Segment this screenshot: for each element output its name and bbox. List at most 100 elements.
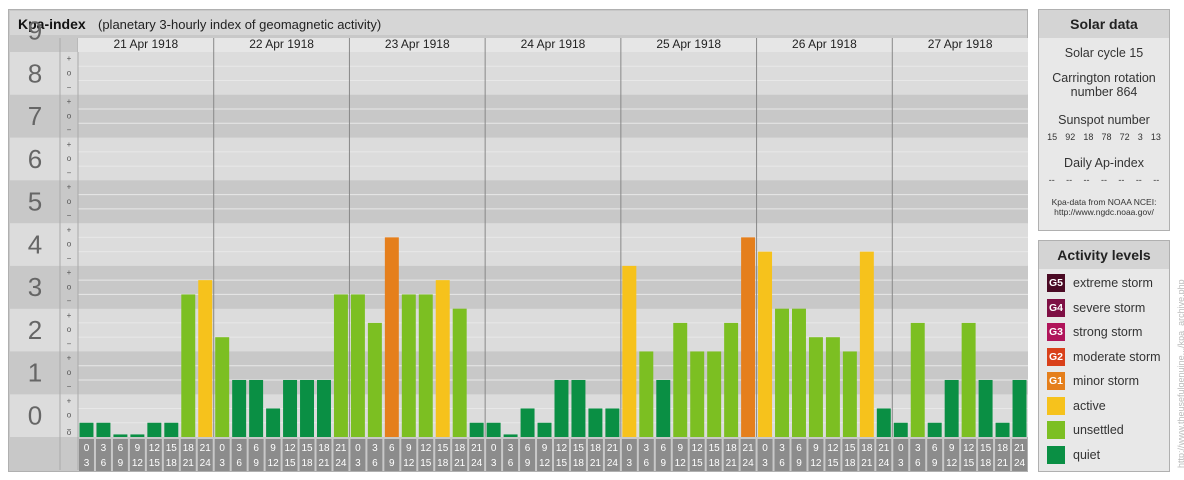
interval-cell (587, 439, 603, 471)
interval-end-label: 9 (932, 458, 938, 469)
ap-value: -- (1100, 175, 1107, 185)
y-subtick-label: o (67, 411, 72, 420)
kp-bar (554, 379, 569, 437)
activity-level-label: extreme storm (1073, 276, 1153, 291)
kp-bar (435, 280, 450, 437)
kp-bar (401, 294, 416, 437)
interval-end-label: 21 (318, 458, 330, 469)
kp-bar (452, 308, 467, 437)
interval-end-label: 3 (355, 458, 361, 469)
interval-cell (655, 439, 671, 471)
kp-bar (588, 408, 603, 437)
chart-subtitle: (planetary 3-hourly index of geomagnetic… (98, 17, 382, 32)
day-label: 27 Apr 1918 (928, 37, 993, 51)
interval-end-label: 21 (997, 458, 1009, 469)
day-label: 25 Apr 1918 (656, 37, 721, 51)
interval-end-label: 21 (861, 458, 873, 469)
kp-bar (520, 408, 535, 437)
kp-bar (724, 322, 739, 437)
interval-cell (757, 439, 773, 471)
interval-end-label: 9 (525, 458, 531, 469)
kp-bar (367, 322, 382, 437)
activity-level-row: G1 minor storm (1039, 369, 1169, 394)
kp-bar (944, 379, 959, 437)
activity-levels-list: G5 extreme storm G4 severe storm G3 strong st… (1039, 269, 1169, 467)
interval-end-label: 24 (335, 458, 347, 469)
interval-start-label: 9 (949, 443, 955, 454)
kp-bar (639, 351, 654, 437)
activity-level-label: unsettled (1073, 423, 1124, 438)
y-subtick-label: + (67, 396, 72, 405)
y-subtick-label: o (67, 282, 72, 291)
interval-end-label: 3 (898, 458, 904, 469)
interval-start-label: 6 (118, 443, 124, 454)
interval-cell (197, 439, 213, 471)
interval-cell (180, 439, 196, 471)
kp-bar (1012, 379, 1027, 437)
interval-start-label: 0 (762, 443, 768, 454)
kp-bar (707, 351, 722, 437)
kp-bar (775, 308, 789, 437)
interval-cell (486, 439, 502, 471)
day-label: 26 Apr 1918 (792, 37, 857, 51)
kp-bar (571, 379, 586, 437)
interval-end-label: 6 (508, 458, 514, 469)
interval-start-label: 21 (1014, 443, 1026, 454)
interval-cell (961, 439, 977, 471)
interval-cell (79, 439, 94, 471)
interval-start-label: 3 (508, 443, 514, 454)
interval-cell (214, 439, 230, 471)
y-tick-label: 1 (28, 358, 42, 388)
kp-bar (808, 337, 823, 437)
interval-end-label: 9 (253, 458, 259, 469)
ap-value: -- (1048, 175, 1055, 185)
y-subtick-label: − (67, 254, 72, 263)
interval-cell (859, 439, 875, 471)
interval-cell (995, 439, 1011, 471)
sunspot-value: 92 (1065, 132, 1076, 142)
activity-level-label: minor storm (1073, 374, 1139, 389)
interval-start-label: 12 (420, 443, 432, 454)
interval-cell (621, 439, 637, 471)
interval-start-label: 9 (677, 443, 683, 454)
interval-start-label: 0 (491, 443, 497, 454)
y-subtick-label: + (67, 97, 72, 106)
source-link[interactable]: http://www.ngdc.noaa.gov/ (1054, 207, 1154, 217)
interval-end-label: 18 (437, 458, 449, 469)
kp-bar (927, 422, 942, 437)
interval-start-label: 18 (997, 443, 1009, 454)
y-subtick-label: o (67, 240, 72, 249)
carrington-rotation: Carrington rotation number 864 (1052, 71, 1156, 99)
interval-start-label: 21 (200, 443, 212, 454)
day-label: 23 Apr 1918 (385, 37, 450, 51)
ap-value: -- (1135, 175, 1142, 185)
y-tick-label: 9 (28, 15, 42, 45)
interval-start-label: 6 (253, 443, 259, 454)
interval-cell (248, 439, 264, 471)
interval-cell (401, 439, 417, 471)
interval-start-label: 3 (779, 443, 785, 454)
y-subtick-label: o (67, 368, 72, 377)
interval-cell (333, 439, 349, 471)
interval-cell (604, 439, 620, 471)
interval-start-label: 18 (183, 443, 195, 454)
interval-start-label: 18 (590, 443, 602, 454)
kp-bar (605, 408, 620, 437)
interval-cell (384, 439, 400, 471)
interval-cell (452, 439, 468, 471)
y-subtick-label: − (67, 297, 72, 306)
interval-end-label: 6 (779, 458, 785, 469)
interval-cell (112, 439, 128, 471)
y-tick-label: 0 (28, 400, 42, 430)
interval-start-label: 18 (318, 443, 330, 454)
interval-end-label: 9 (796, 458, 802, 469)
interval-start-label: 18 (861, 443, 873, 454)
activity-level-swatch: G3 (1047, 323, 1065, 342)
interval-end-label: 15 (284, 458, 296, 469)
y-tick-label: 8 (28, 58, 42, 88)
kp-bar (79, 422, 94, 437)
activity-level-row: G2 moderate storm (1039, 345, 1169, 370)
activity-level-swatch: G2 (1047, 347, 1065, 366)
sunspot-value: 3 (1137, 132, 1143, 142)
